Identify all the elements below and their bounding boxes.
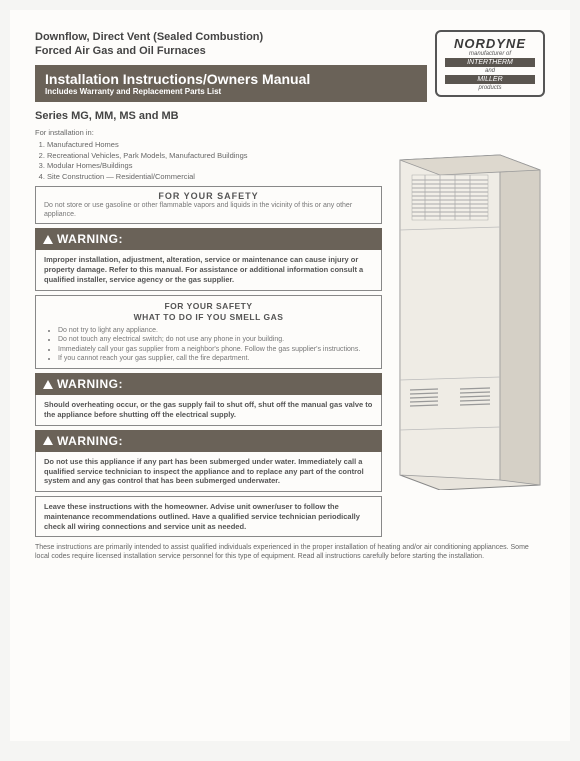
manual-title: Installation Instructions/Owners Manual	[45, 71, 417, 87]
warning2-body: Should overheating occur, or the gas sup…	[35, 395, 382, 426]
warning-bar-1: WARNING:	[35, 228, 382, 250]
install-item: Modular Homes/Buildings	[47, 161, 382, 172]
safety1-body: Do not store or use gasoline or other fl…	[44, 201, 373, 219]
warning-icon	[43, 235, 53, 244]
warning2-label: WARNING:	[57, 377, 123, 391]
warning-bar-3: WARNING:	[35, 430, 382, 452]
smell-item: Immediately call your gas supplier from …	[58, 345, 373, 354]
brand-miller: MILLER	[445, 75, 535, 84]
smell-item: Do not touch any electrical switch; do n…	[58, 335, 373, 344]
header-line1: Downflow, Direct Vent (Sealed Combustion…	[35, 30, 427, 44]
brand-box: NORDYNE manufacturer of INTERTHERM and M…	[435, 30, 545, 97]
manual-bar: Installation Instructions/Owners Manual …	[35, 65, 427, 102]
footer-text: These instructions are primarily intende…	[35, 543, 545, 561]
right-column	[390, 128, 545, 538]
install-item: Site Construction — Residential/Commerci…	[47, 172, 382, 183]
brand-products: products	[445, 85, 535, 91]
series-text: Series MG, MM, MS and MB	[35, 110, 545, 122]
warning3-body: Do not use this appliance if any part ha…	[35, 452, 382, 492]
brand-manufacturer: manufacturer of	[445, 51, 535, 57]
warning1-label: WARNING:	[57, 232, 123, 246]
brand-and: and	[445, 68, 535, 74]
smell-item: If you cannot reach your gas supplier, c…	[58, 354, 373, 363]
furnace-illustration	[390, 130, 545, 490]
manual-subtitle: Includes Warranty and Replacement Parts …	[45, 87, 417, 96]
left-column: For installation in: Manufactured Homes …	[35, 128, 382, 538]
smell-title2: WHAT TO DO IF YOU SMELL GAS	[44, 312, 373, 323]
installation-intro: For installation in:	[35, 128, 382, 139]
smell-item: Do not try to light any appliance.	[58, 326, 373, 335]
safety-box-1: FOR YOUR SAFETY Do not store or use gaso…	[35, 186, 382, 224]
document-page: Downflow, Direct Vent (Sealed Combustion…	[10, 10, 570, 741]
install-item: Manufactured Homes	[47, 140, 382, 151]
content-row: For installation in: Manufactured Homes …	[35, 128, 545, 538]
header-text: Downflow, Direct Vent (Sealed Combustion…	[35, 30, 427, 102]
warning3-label: WARNING:	[57, 434, 123, 448]
installation-list: Manufactured Homes Recreational Vehicles…	[47, 140, 382, 182]
warning1-body: Improper installation, adjustment, alter…	[35, 250, 382, 290]
safety1-title: FOR YOUR SAFETY	[44, 191, 373, 201]
header-line2: Forced Air Gas and Oil Furnaces	[35, 44, 427, 58]
leave-instructions: Leave these instructions with the homeow…	[35, 496, 382, 537]
smell-gas-box: FOR YOUR SAFETY WHAT TO DO IF YOU SMELL …	[35, 295, 382, 370]
smell-title1: FOR YOUR SAFETY	[44, 301, 373, 312]
install-item: Recreational Vehicles, Park Models, Manu…	[47, 151, 382, 162]
smell-list: Do not try to light any appliance. Do no…	[44, 326, 373, 364]
warning-icon	[43, 380, 53, 389]
header-row: Downflow, Direct Vent (Sealed Combustion…	[35, 30, 545, 102]
warning-icon	[43, 436, 53, 445]
warning-bar-2: WARNING:	[35, 373, 382, 395]
brand-name: NORDYNE	[445, 36, 535, 51]
brand-intertherm: INTERTHERM	[445, 58, 535, 67]
